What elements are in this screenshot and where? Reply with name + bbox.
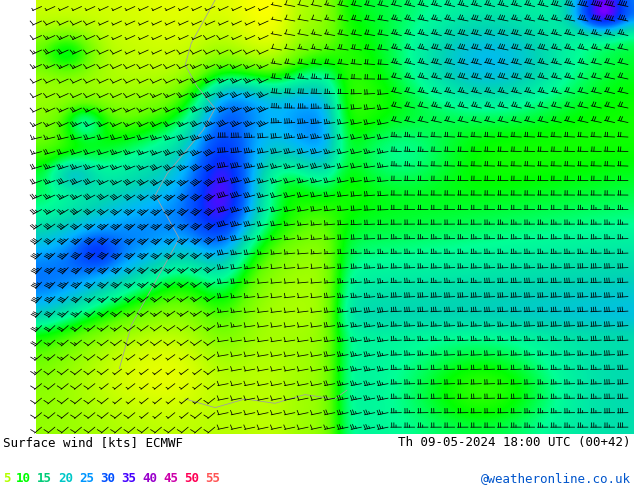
Text: Th 09-05-2024 18:00 UTC (00+42): Th 09-05-2024 18:00 UTC (00+42)	[399, 436, 631, 449]
Text: 15: 15	[37, 472, 52, 485]
Text: 60: 60	[226, 472, 241, 485]
Text: 25: 25	[79, 472, 94, 485]
Text: 40: 40	[142, 472, 157, 485]
Text: @weatheronline.co.uk: @weatheronline.co.uk	[481, 472, 631, 485]
Text: 55: 55	[205, 472, 220, 485]
Text: 50: 50	[184, 472, 199, 485]
Text: 10: 10	[16, 472, 31, 485]
Text: 45: 45	[163, 472, 178, 485]
Text: 5: 5	[3, 472, 11, 485]
Text: 35: 35	[121, 472, 136, 485]
Text: 30: 30	[100, 472, 115, 485]
Text: Surface wind [kts] ECMWF: Surface wind [kts] ECMWF	[3, 436, 183, 449]
Text: 20: 20	[58, 472, 73, 485]
